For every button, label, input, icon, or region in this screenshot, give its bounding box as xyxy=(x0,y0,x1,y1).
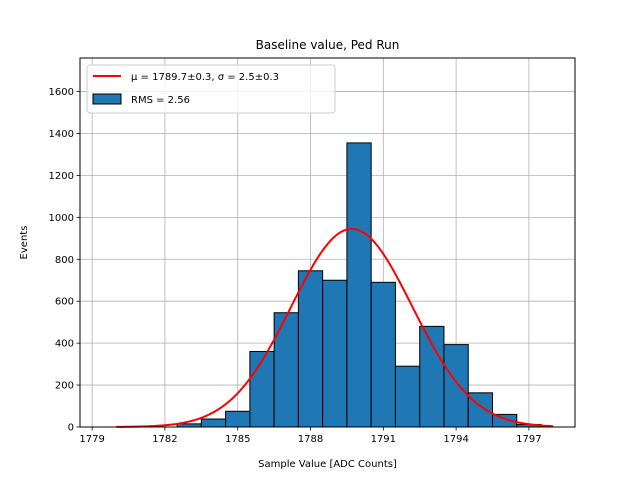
x-tick-label: 1794 xyxy=(443,434,468,445)
x-axis-label: Sample Value [ADC Counts] xyxy=(258,459,397,470)
x-tick-label: 1785 xyxy=(225,434,250,445)
legend-histogram-swatch xyxy=(92,93,122,105)
histogram-bar xyxy=(273,312,299,428)
y-tick-label: 200 xyxy=(55,381,74,392)
gaussian-fit-line xyxy=(116,227,554,428)
x-tick-label: 1797 xyxy=(516,434,541,445)
histogram-bar xyxy=(443,344,469,428)
x-tick-label: 1779 xyxy=(79,434,104,445)
histogram-bar xyxy=(249,351,275,428)
y-tick-label: 1200 xyxy=(49,171,74,182)
plot-frame xyxy=(79,57,576,428)
y-tick-label: 1600 xyxy=(49,87,74,98)
histogram-bar xyxy=(225,410,251,428)
histogram-bar xyxy=(419,325,445,428)
legend-fit-label: μ = 1789.7±0.3, σ = 2.5±0.3 xyxy=(131,72,279,83)
histogram-bar xyxy=(297,270,324,428)
y-tick-label: 600 xyxy=(55,297,74,308)
axis-ticks: 1779 1782 1785 1788 1791 1794 1797 0 200 400 600 80… xyxy=(49,87,542,445)
y-tick-label: 1000 xyxy=(49,213,74,224)
y-tick-label: 400 xyxy=(55,339,74,350)
histogram-bar xyxy=(346,142,372,428)
histogram-bar xyxy=(322,279,348,428)
chart-title: Baseline value, Ped Run xyxy=(256,38,400,52)
y-tick-label: 1400 xyxy=(49,129,74,140)
histogram-bar xyxy=(370,281,396,428)
legend-histogram-label: RMS = 2.56 xyxy=(131,95,190,106)
x-tick-label: 1782 xyxy=(152,434,177,445)
x-tick-label: 1788 xyxy=(298,434,323,445)
legend-box xyxy=(86,64,336,114)
y-tick-label: 800 xyxy=(55,255,74,266)
y-axis-label: Events xyxy=(19,226,30,260)
histogram-bar xyxy=(200,418,227,428)
legend: μ = 1789.7±0.3, σ = 2.5±0.3 RMS = 2.56 xyxy=(86,64,336,114)
y-tick-label: 0 xyxy=(68,423,74,434)
histogram-bar xyxy=(394,365,421,428)
x-tick-label: 1791 xyxy=(371,434,396,445)
